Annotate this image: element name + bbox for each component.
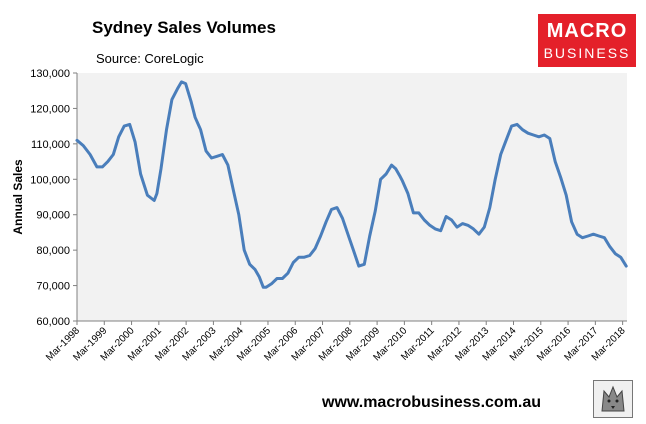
wolf-mascot-icon: [593, 380, 633, 418]
y-axis: 60,000 70,000 80,000 90,000 100,000 110,000 12…: [30, 68, 78, 328]
y-tick-label: 100,000: [30, 174, 70, 186]
y-tick-label: 110,000: [31, 139, 70, 151]
logo-line-2: BUSINESS: [543, 45, 631, 61]
y-tick-label: 120,000: [30, 103, 70, 115]
y-tick-label: 70,000: [36, 281, 70, 293]
website-url: www.macrobusiness.com.au: [322, 394, 542, 411]
y-tick-label: 130,000: [30, 68, 70, 80]
series-line-annual-sales: [75, 80, 628, 289]
logo-line-1: MACRO: [546, 20, 628, 42]
chart-title: Sydney Sales Volumes: [92, 18, 276, 37]
chart-source: Source: CoreLogic: [96, 51, 204, 66]
plot-area: [77, 73, 627, 321]
x-axis: Mar-1998Mar-1999Mar-2000Mar-2001Mar-2002…: [44, 320, 628, 363]
macrobusiness-logo: MACRO BUSINESS: [538, 14, 636, 67]
y-axis-label: Annual Sales: [11, 159, 25, 235]
y-tick-label: 60,000: [36, 316, 70, 328]
y-tick-label: 90,000: [36, 210, 70, 222]
y-tick-label: 80,000: [36, 245, 70, 257]
